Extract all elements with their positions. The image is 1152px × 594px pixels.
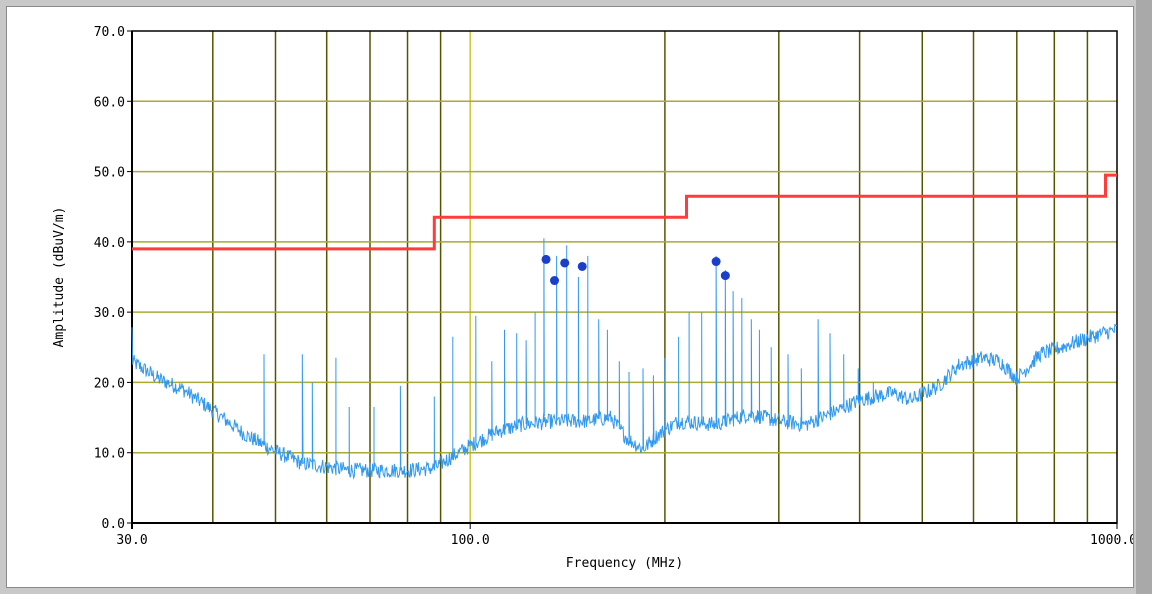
peak-marker (549, 276, 559, 286)
y-tick-label: 50.0 (94, 166, 125, 181)
limit-line (132, 173, 1117, 251)
y-tick-label: 60.0 (94, 95, 125, 110)
measurement-trace (131, 238, 1118, 480)
tick-labels: 0.0 10.0 20.0 30.0 40.0 50.0 60.0 70.0 30.0 100.0… (94, 25, 1137, 548)
y-tick-label: 70.0 (94, 25, 125, 40)
y-axis-label: Amplitude (dBuV/m) (52, 207, 67, 348)
x-tick-label: 1000.0 (1090, 533, 1133, 548)
emission-chart: 0.0 10.0 20.0 30.0 40.0 50.0 60.0 70.0 30.0 100.0… (52, 25, 1137, 571)
peak-marker (560, 258, 570, 268)
x-tick-label: 30.0 (116, 533, 147, 548)
chart-panel: 0.0 10.0 20.0 30.0 40.0 50.0 60.0 70.0 30.0 100.0… (6, 6, 1137, 588)
axes (131, 30, 1118, 529)
peak-marker (577, 261, 587, 271)
y-tick-label: 40.0 (94, 236, 125, 251)
peak-marker (541, 254, 551, 264)
y-tick-label: 20.0 (94, 376, 125, 391)
y-tick-label: 0.0 (102, 517, 125, 532)
x-axis-label: Frequency (MHz) (566, 556, 683, 571)
grid (132, 31, 1117, 523)
y-tick-label: 30.0 (94, 306, 125, 321)
peak-marker (711, 257, 721, 267)
y-tick-label: 10.0 (94, 447, 125, 462)
peak-markers (541, 254, 730, 286)
side-panel-edge (1136, 0, 1152, 594)
x-tick-label: 100.0 (451, 533, 490, 548)
peak-marker (720, 271, 730, 281)
